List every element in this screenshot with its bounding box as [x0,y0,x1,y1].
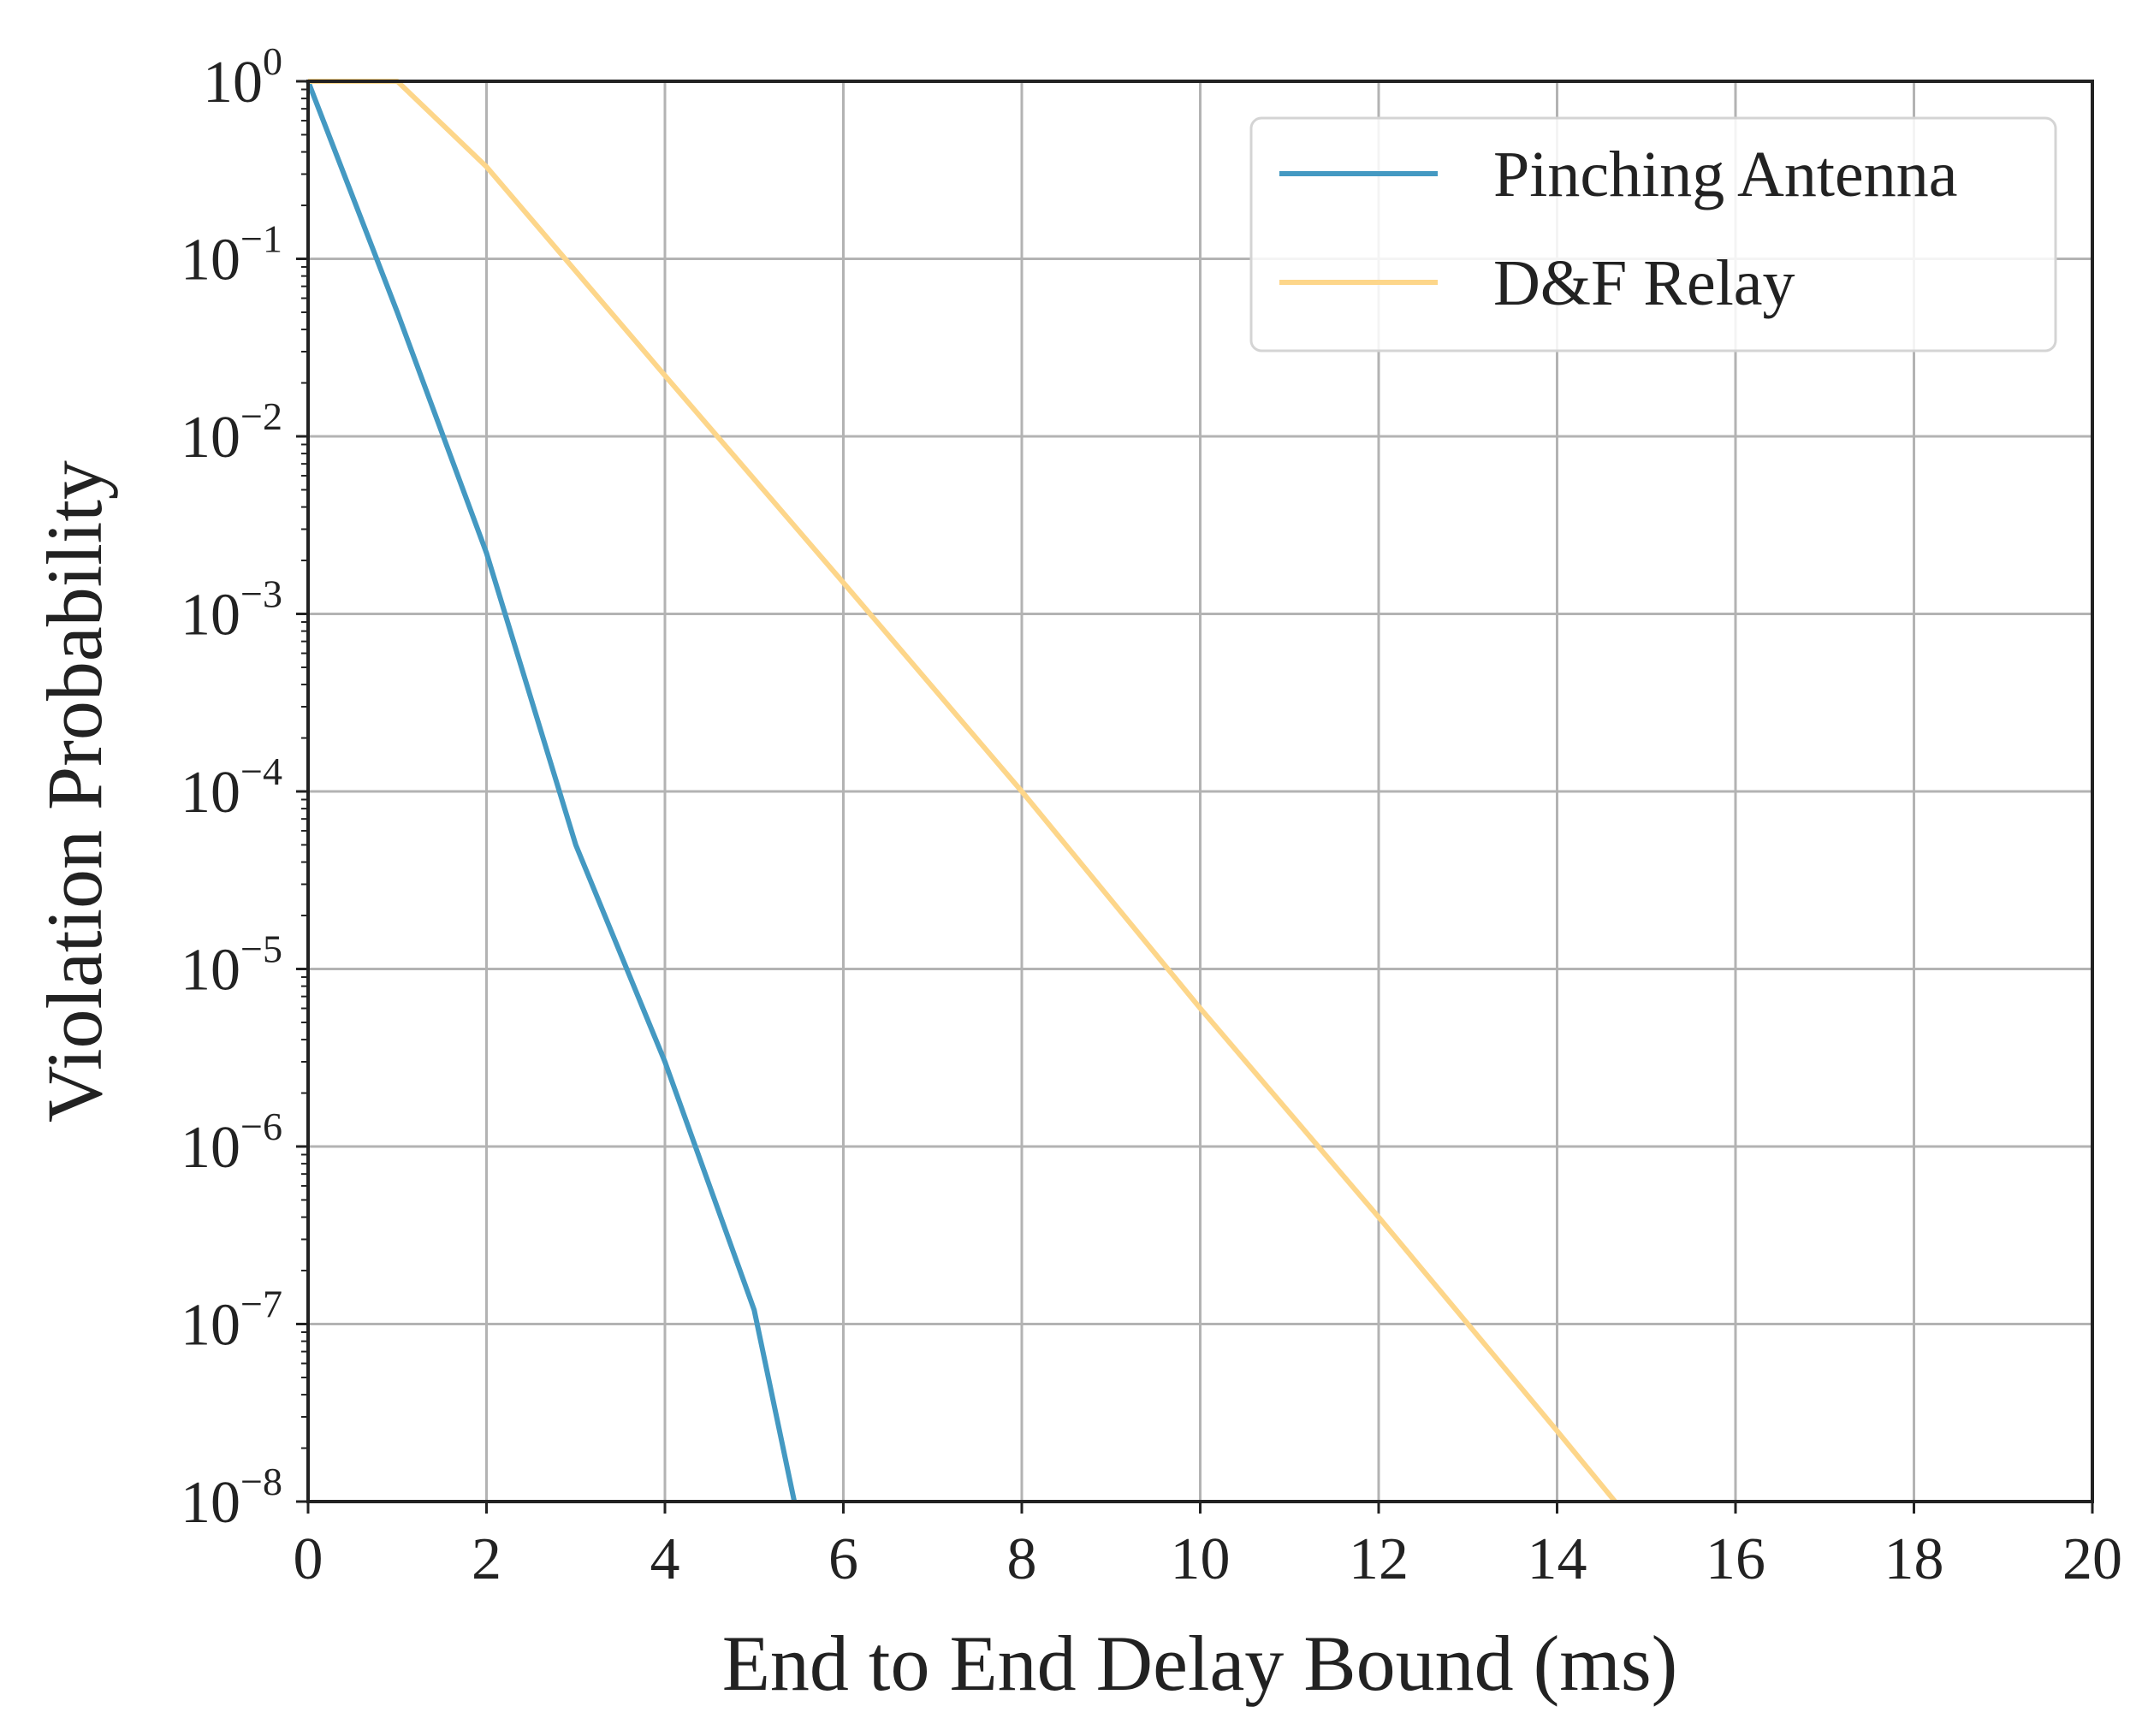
y-tick-label: 10−8 [181,1460,282,1536]
y-tick-label: 10−6 [181,1105,282,1181]
x-tick-label: 14 [1528,1526,1587,1592]
series-line-d-f-relay [308,79,1617,1503]
legend: Pinching Antenna D&F Relay [1249,116,2057,353]
series-line-pinching-antenna [306,80,798,1502]
x-tick-label: 12 [1349,1526,1409,1592]
x-tick-label: 2 [472,1526,501,1592]
x-tick-label: 10 [1171,1526,1231,1592]
x-tick-label: 4 [650,1526,680,1592]
series-lines [306,79,1617,1503]
y-tick-labels: 100 10−1 10−2 10−3 10−4 10−5 10−6 10−7 10−8 [181,39,282,1536]
legend-box [1249,116,2057,353]
x-tick-label: 16 [1706,1526,1765,1592]
y-tick-label: 10−4 [181,750,282,826]
legend-label-df-relay: D&F Relay [1493,247,1795,319]
x-tick-label: 0 [294,1526,323,1592]
y-tick-label: 10−1 [181,217,282,293]
major-ticks [296,80,2094,1514]
x-tick-label: 6 [828,1526,858,1592]
x-tick-label: 8 [1007,1526,1037,1592]
y-tick-label: 100 [203,39,282,116]
legend-label-pinching-antenna: Pinching Antenna [1493,139,1958,210]
y-tick-label: 10−3 [181,572,282,649]
x-axis-label: End to End Delay Bound (ms) [722,1620,1678,1707]
x-tick-labels: 0 2 4 6 8 10 12 14 16 18 20 [294,1526,2123,1592]
y-tick-label: 10−2 [181,394,282,471]
y-tick-label: 10−5 [181,927,282,1004]
x-tick-label: 18 [1884,1526,1944,1592]
x-tick-label: 20 [2062,1526,2122,1592]
y-tick-label: 10−7 [181,1283,282,1359]
y-axis-label: Violation Probability [31,460,118,1123]
